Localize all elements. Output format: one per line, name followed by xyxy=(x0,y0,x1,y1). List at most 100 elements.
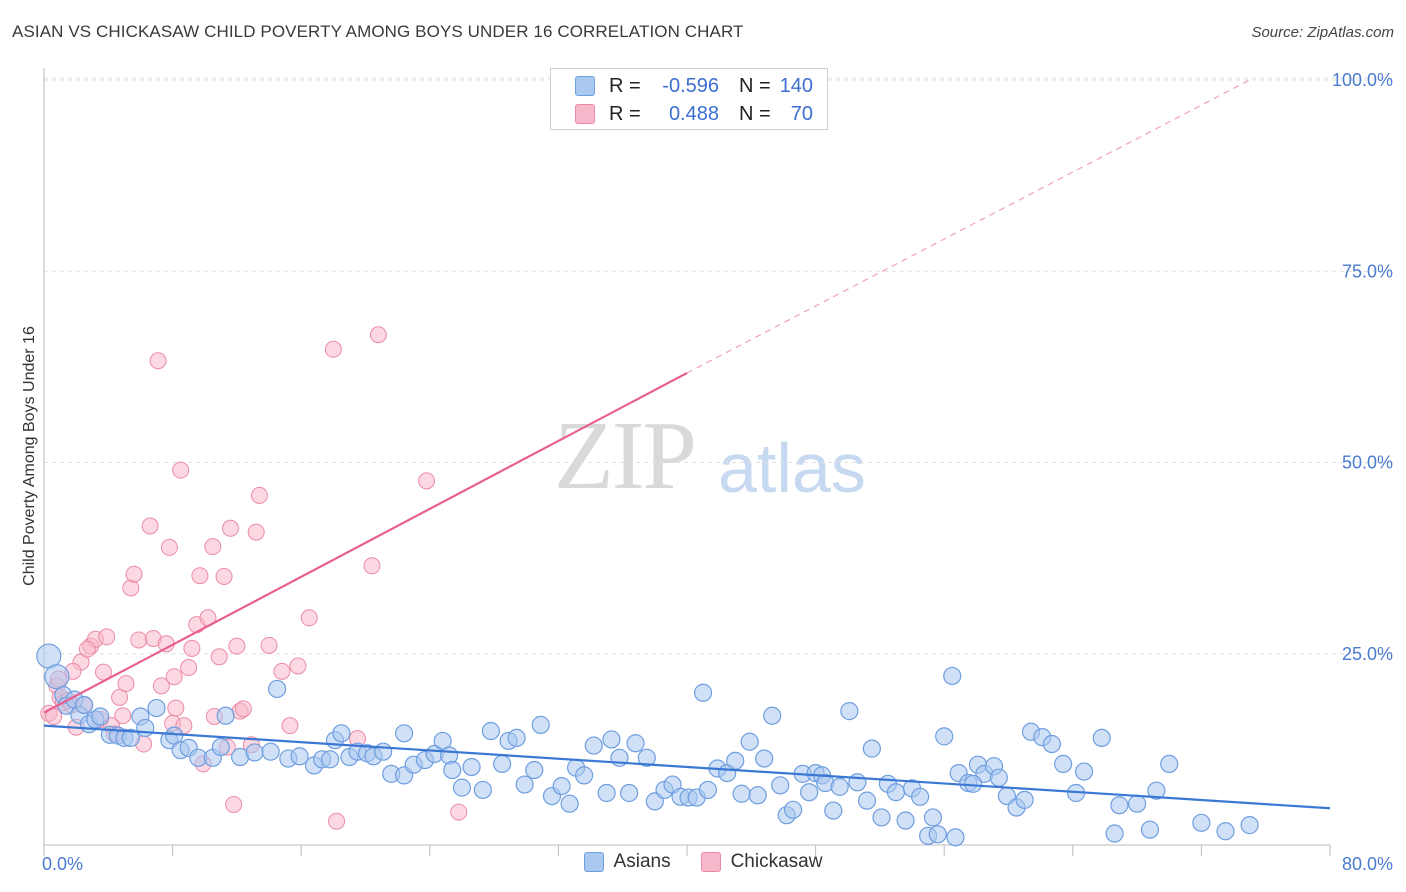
asian-point xyxy=(935,727,954,746)
asian-point xyxy=(693,683,713,702)
chickasaw-point xyxy=(324,340,342,358)
chickasaw-point xyxy=(114,707,132,725)
watermark-atlas: atlas xyxy=(718,429,866,507)
chickasaw-point xyxy=(328,812,346,830)
asian-point xyxy=(462,757,481,777)
asian-point xyxy=(771,776,790,795)
asian-point xyxy=(848,773,867,792)
chickasaw-point xyxy=(215,567,233,585)
asian-point xyxy=(515,775,534,794)
chickasaw-swatch xyxy=(575,104,595,124)
asian-point xyxy=(1110,796,1129,815)
chickasaw-point xyxy=(172,461,190,479)
asian-point xyxy=(1140,820,1160,839)
chickasaw-point xyxy=(167,699,185,717)
n-value: 140 xyxy=(779,74,813,97)
stats-legend-box: R = -0.596 N = 140 R = 0.488 N = 70 xyxy=(550,68,828,130)
asian-point xyxy=(857,791,877,810)
asian-point xyxy=(121,728,140,748)
asian-point xyxy=(1092,728,1111,748)
chickasaw-point xyxy=(183,639,201,657)
regression-lines xyxy=(43,79,1331,810)
bottom-legend: Asians Chickasaw xyxy=(0,851,1406,873)
chickasaw-point xyxy=(228,637,246,655)
asian-point xyxy=(493,754,512,774)
asian-point xyxy=(989,768,1008,787)
chickasaw-point xyxy=(180,659,198,677)
chickasaw-legend-swatch xyxy=(700,852,721,872)
asians-legend-swatch xyxy=(583,852,604,872)
stats-row-chickasaw: R = 0.488 N = 70 xyxy=(575,100,813,128)
chickasaw-point xyxy=(250,486,268,504)
asian-point xyxy=(245,743,264,762)
asian-point xyxy=(626,734,645,753)
n-label: N = xyxy=(739,102,771,125)
y-tick-label: 75.0% xyxy=(1342,261,1393,281)
chickasaw-point xyxy=(289,657,307,675)
chickasaw-point xyxy=(273,662,291,680)
asian-point xyxy=(321,750,340,769)
legend-label-chickasaw: Chickasaw xyxy=(730,851,823,872)
asian-point xyxy=(1147,781,1166,800)
r-value: -0.596 xyxy=(662,74,719,97)
y-tick-label: 100.0% xyxy=(1332,70,1393,90)
asian-point xyxy=(943,666,962,686)
n-label: N = xyxy=(739,74,771,97)
asian-point xyxy=(597,783,616,803)
chickasaw-point xyxy=(418,472,436,490)
chart-title: ASIAN VS CHICKASAW CHILD POVERTY AMONG B… xyxy=(12,22,744,41)
asian-point xyxy=(1054,754,1073,774)
asian-point xyxy=(1216,822,1235,841)
asian-point xyxy=(473,780,492,800)
n-value: 70 xyxy=(790,102,813,125)
asian-points xyxy=(36,643,1259,847)
asian-point xyxy=(261,742,280,761)
chickasaw-point xyxy=(165,668,183,686)
asian-point xyxy=(824,801,843,820)
asian-point xyxy=(748,786,767,805)
asian-point xyxy=(872,808,891,827)
chickasaw-point xyxy=(260,636,278,654)
asian-point xyxy=(394,724,414,743)
chickasaw-point xyxy=(152,677,170,695)
asian-point xyxy=(91,707,110,726)
chickasaw-point xyxy=(300,609,318,627)
chickasaw-point xyxy=(221,519,239,537)
asian-point xyxy=(928,825,947,844)
asian-point xyxy=(964,774,983,793)
asian-point xyxy=(147,698,166,718)
watermark-zip: ZIP xyxy=(554,402,697,510)
asian-point xyxy=(830,777,849,796)
chickasaw-point xyxy=(363,557,381,575)
asian-point xyxy=(923,808,943,827)
r-label: R = xyxy=(609,102,641,125)
asian-point xyxy=(726,751,745,770)
asian-point xyxy=(946,828,965,847)
asian-point xyxy=(1074,762,1094,781)
asian-point xyxy=(560,794,579,813)
chickasaw-point xyxy=(78,640,96,658)
asian-regression-line xyxy=(43,724,1331,810)
asian-point xyxy=(44,664,70,690)
chickasaw-point xyxy=(204,538,222,556)
asian-point xyxy=(783,800,803,819)
chickasaw-point xyxy=(125,565,143,583)
asian-point xyxy=(1192,813,1211,832)
asian-point xyxy=(1105,824,1124,843)
chickasaw-point xyxy=(210,648,228,666)
r-value: 0.488 xyxy=(668,102,719,125)
asian-point xyxy=(740,732,759,751)
asians-swatch xyxy=(575,76,595,96)
asian-point xyxy=(1015,790,1034,809)
asian-point xyxy=(1127,794,1147,813)
asian-point xyxy=(216,706,235,725)
asian-point xyxy=(763,706,782,725)
r-label: R = xyxy=(609,74,641,97)
legend-item-asians[interactable]: Asians xyxy=(583,851,671,873)
asian-point xyxy=(896,811,915,830)
asian-point xyxy=(862,739,881,758)
legend-item-chickasaw[interactable]: Chickasaw xyxy=(700,851,823,873)
asian-point xyxy=(211,737,230,757)
chickasaw-regression-extension xyxy=(686,79,1250,374)
